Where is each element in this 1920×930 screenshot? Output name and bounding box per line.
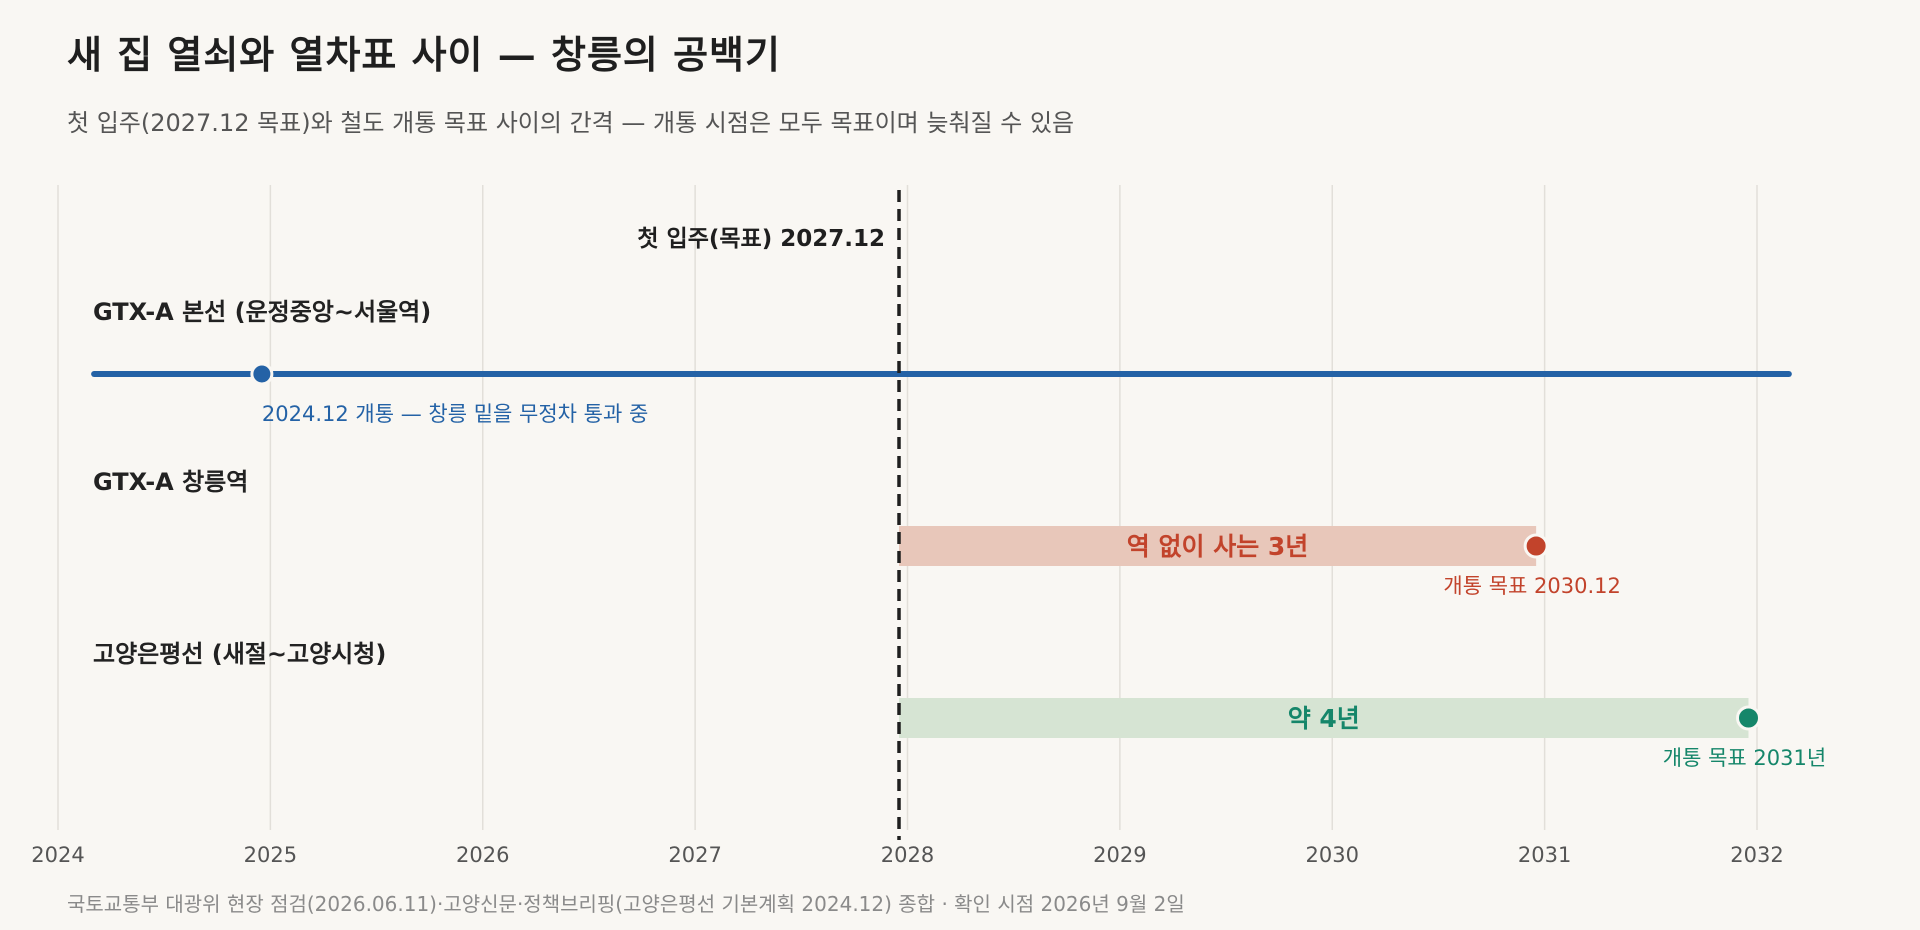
x-tick-label-2024: 2024 [31, 843, 84, 867]
x-tick-label-2025: 2025 [244, 843, 297, 867]
gap-bar-3 [899, 698, 1749, 738]
row-label-3: 고양은평선 (새절~고양시청) [93, 640, 386, 668]
x-tick-label-2030: 2030 [1306, 843, 1359, 867]
gap-label-3: 약 4년 [1288, 704, 1360, 733]
opening-target-point-3 [1736, 705, 1762, 731]
x-tick-label-2028: 2028 [881, 843, 934, 867]
gtx-a-opening-point [250, 362, 274, 386]
x-tick-label-2029: 2029 [1093, 843, 1146, 867]
x-tick-label-2026: 2026 [456, 843, 509, 867]
chart-subtitle: 첫 입주(2027.12 목표)와 철도 개통 목표 사이의 간격 — 개통 시… [67, 109, 1075, 137]
x-tick-label-2032: 2032 [1730, 843, 1783, 867]
gtx-a-opening-annotation: 2024.12 개통 — 창릉 밑을 무정차 통과 중 [262, 402, 648, 426]
opening-target-annotation-2: 개통 목표 2030.12 [1443, 574, 1620, 598]
gap-bar-2 [899, 526, 1537, 566]
source-note: 국토교통부 대광위 현장 점검(2026.06.11)·고양신문·정책브리핑(고… [67, 892, 1185, 916]
opening-target-annotation-3: 개통 목표 2031년 [1663, 746, 1826, 770]
chart-title: 새 집 열쇠와 열차표 사이 — 창릉의 공백기 [67, 32, 781, 77]
row-label-1: GTX-A 본선 (운정중앙~서울역) [93, 298, 431, 326]
x-tick-label-2027: 2027 [668, 843, 721, 867]
x-tick-label-2031: 2031 [1518, 843, 1571, 867]
gap-label-2: 역 없이 사는 3년 [1127, 532, 1309, 561]
opening-target-point-2 [1523, 533, 1549, 559]
move-in-marker-label: 첫 입주(목표) 2027.12 [637, 226, 885, 252]
row-label-2: GTX-A 창릉역 [93, 468, 248, 496]
